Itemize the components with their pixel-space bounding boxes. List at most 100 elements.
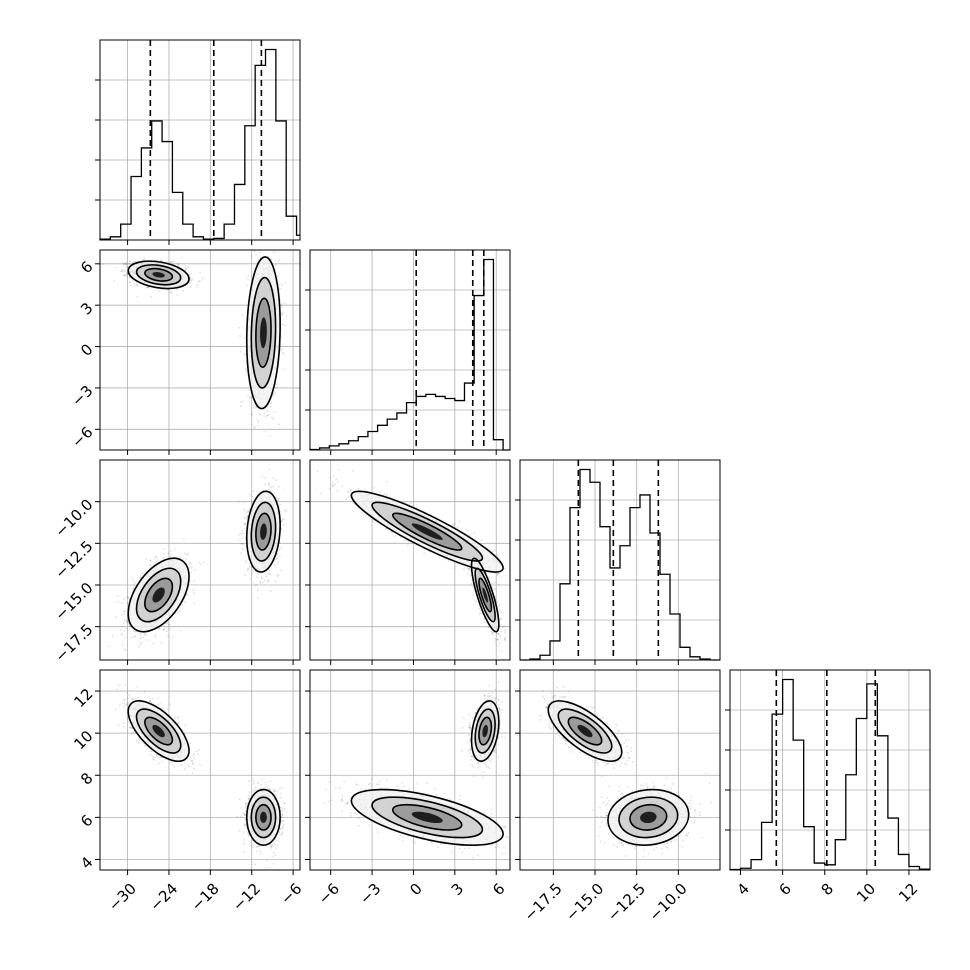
sample-point	[247, 394, 249, 397]
sample-point	[277, 575, 279, 577]
sample-point	[243, 501, 246, 503]
sample-point	[185, 557, 188, 560]
sample-point	[182, 289, 185, 292]
sample-point	[261, 581, 264, 584]
sample-point	[290, 245, 292, 247]
sample-point	[174, 548, 176, 551]
sample-point	[259, 251, 261, 254]
sample-point	[154, 634, 157, 636]
sample-point	[172, 260, 175, 263]
sample-point	[240, 405, 242, 408]
sample-point	[281, 283, 283, 286]
sample-point	[148, 287, 151, 289]
sample-point	[134, 581, 136, 584]
sample-point	[121, 644, 124, 647]
sample-point	[121, 625, 124, 628]
sample-point	[263, 431, 265, 433]
sample-point	[149, 564, 152, 566]
sample-point	[243, 508, 246, 511]
sample-point	[162, 548, 165, 550]
sample-point	[278, 258, 281, 261]
sample-point	[253, 426, 256, 429]
sample-point	[265, 575, 268, 578]
panel-1-2-core	[152, 272, 165, 278]
sample-point	[277, 560, 279, 563]
sample-point	[186, 553, 189, 556]
sample-point	[284, 324, 287, 327]
sample-point	[259, 413, 262, 416]
sample-point	[170, 549, 172, 552]
sample-point	[143, 633, 146, 636]
sample-point	[277, 499, 280, 501]
sample-point	[125, 265, 127, 268]
sample-point	[170, 292, 173, 295]
sample-point	[155, 560, 158, 563]
sample-point	[261, 475, 264, 478]
grid-layer	[95, 40, 930, 875]
sample-point	[245, 369, 248, 372]
sample-point	[284, 282, 287, 284]
sample-point	[268, 484, 271, 487]
sample-point	[275, 479, 278, 482]
sample-point	[126, 602, 129, 604]
sample-point	[263, 233, 265, 235]
sample-point	[190, 273, 193, 276]
sample-point	[242, 532, 245, 535]
sample-point	[130, 636, 133, 639]
sample-point	[239, 335, 242, 337]
sample-point	[125, 263, 128, 266]
sample-point	[244, 545, 247, 547]
sample-point	[132, 630, 135, 633]
sample-point	[276, 557, 279, 560]
sample-point	[199, 271, 202, 274]
sample-point	[274, 580, 277, 582]
sample-point	[154, 555, 157, 558]
sample-point	[281, 348, 283, 351]
sample-point	[127, 597, 130, 600]
sample-point	[256, 419, 259, 422]
sample-point	[149, 559, 151, 562]
sample-point	[127, 624, 130, 627]
sample-point	[157, 290, 160, 292]
sample-point	[135, 281, 138, 284]
sample-point	[281, 519, 284, 522]
sample-point	[132, 579, 135, 582]
sample-point	[199, 563, 202, 566]
sample-point	[266, 409, 268, 411]
sample-point	[191, 277, 194, 280]
sample-point	[121, 634, 123, 636]
sample-point	[247, 569, 249, 572]
sample-point	[132, 260, 135, 263]
sample-point	[123, 269, 125, 271]
sample-point	[267, 579, 270, 582]
sample-point	[134, 635, 137, 638]
sample-point	[184, 268, 187, 271]
sample-point	[201, 277, 204, 280]
sample-point	[191, 566, 193, 569]
sample-point	[273, 411, 276, 414]
sample-point	[135, 630, 138, 633]
sample-point	[193, 592, 195, 595]
sample-point	[239, 401, 242, 403]
sample-point	[247, 389, 250, 391]
sample-point	[240, 552, 243, 554]
sample-point	[272, 477, 275, 479]
sample-point	[263, 411, 266, 414]
sample-point	[184, 266, 187, 268]
sample-point	[282, 323, 284, 326]
sample-point	[126, 275, 128, 278]
sample-point	[127, 596, 130, 599]
sample-point	[247, 275, 250, 277]
sample-point	[167, 623, 170, 626]
sample-point	[192, 589, 195, 592]
sample-point	[241, 314, 244, 316]
sample-point	[246, 284, 248, 287]
sample-point	[283, 302, 286, 304]
sample-point	[189, 285, 192, 288]
sample-point	[180, 629, 183, 632]
sample-point	[263, 579, 266, 582]
sample-point	[250, 500, 253, 503]
sample-point	[188, 281, 191, 284]
sample-point	[254, 242, 256, 244]
sample-point	[249, 396, 252, 399]
